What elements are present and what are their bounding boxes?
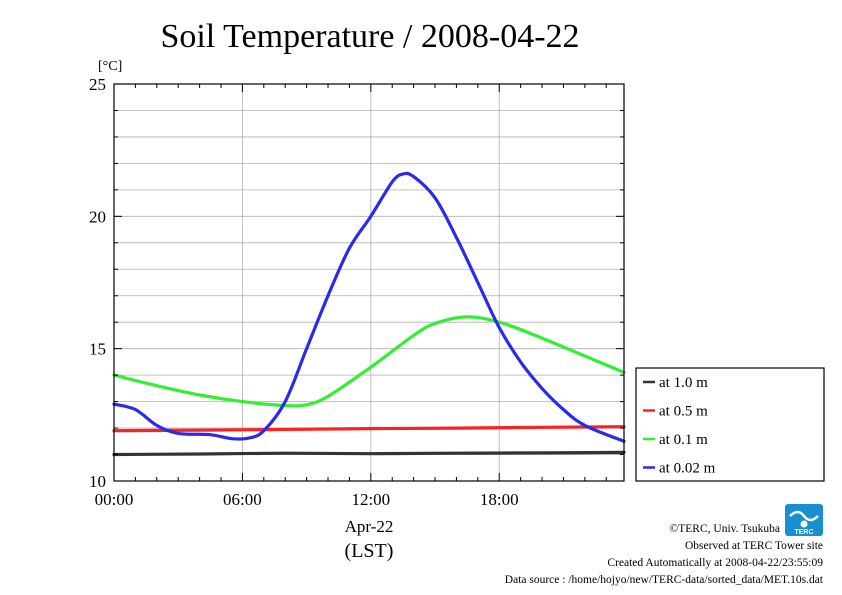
grid-lines bbox=[114, 84, 624, 481]
legend: at 1.0 m at 0.5 m at 0.1 m at 0.02 m bbox=[635, 367, 825, 482]
credit-source: Data source : /home/hojyo/new/TERC-data/… bbox=[505, 574, 824, 586]
terc-logo: TERC bbox=[785, 504, 823, 536]
series-line-at-0-02-m bbox=[112, 171, 626, 443]
logo-text: TERC bbox=[794, 529, 813, 536]
series-lines bbox=[112, 171, 626, 457]
legend-label: at 0.5 m bbox=[659, 404, 708, 420]
legend-label: at 0.1 m bbox=[659, 432, 708, 448]
x-tick-label: 00:00 bbox=[95, 490, 134, 509]
drop-icon bbox=[800, 520, 808, 528]
series-line-at-1-0-m bbox=[112, 450, 626, 457]
y-tick-label: 20 bbox=[89, 207, 106, 226]
series-line-at-0-1-m bbox=[112, 315, 626, 408]
y-tick-label: 15 bbox=[89, 340, 106, 359]
legend-label: at 0.02 m bbox=[659, 461, 716, 477]
credit-created: Created Automatically at 2008-04-22/23:5… bbox=[607, 557, 823, 569]
y-axis-unit: [°C] bbox=[98, 59, 122, 74]
y-axis-ticks: 10 15 20 25 bbox=[89, 75, 624, 491]
legend-box bbox=[635, 367, 825, 482]
credit-copyright: ©TERC, Univ. Tsukuba bbox=[670, 523, 780, 535]
series-line-at-0-5-m bbox=[112, 425, 626, 433]
x-tick-label: 12:00 bbox=[351, 490, 390, 509]
plot-frame bbox=[113, 83, 625, 482]
y-tick-label: 25 bbox=[89, 75, 106, 94]
legend-label: at 1.0 m bbox=[659, 375, 708, 391]
wave-icon bbox=[789, 510, 819, 522]
credit-observed: Observed at TERC Tower site bbox=[685, 540, 823, 552]
x-axis-ticks: 00:00 06:00 12:00 18:00 bbox=[95, 84, 607, 509]
y-tick-label: 10 bbox=[89, 472, 106, 491]
chart-title: Soil Temperature / 2008-04-22 bbox=[160, 18, 579, 55]
x-tick-label: 18:00 bbox=[480, 490, 519, 509]
credits: ©TERC, Univ. Tsukuba Observed at TERC To… bbox=[505, 523, 824, 586]
x-axis-date: Apr-22 bbox=[345, 517, 394, 536]
x-axis-label: (LST) bbox=[345, 540, 394, 562]
x-tick-label: 06:00 bbox=[223, 490, 262, 509]
